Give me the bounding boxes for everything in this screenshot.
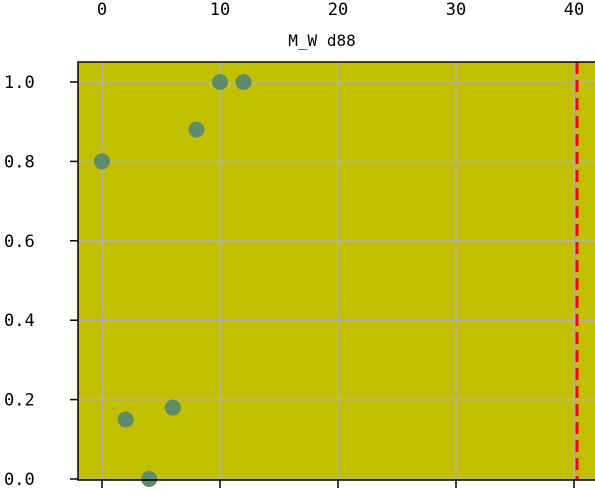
data-point bbox=[235, 74, 252, 90]
data-point bbox=[188, 121, 205, 138]
plot-frame bbox=[77, 61, 595, 481]
x-axis-title: M_W d88 bbox=[288, 31, 355, 50]
y-tick-label: 0.8 bbox=[4, 152, 35, 172]
y-tick-label: 0.4 bbox=[4, 311, 35, 331]
y-tick-label: 1.0 bbox=[4, 73, 35, 93]
grid-lines bbox=[78, 62, 595, 480]
y-tick-label: 0.0 bbox=[4, 470, 35, 490]
plot-background bbox=[78, 62, 595, 480]
y-tick-label: 0.2 bbox=[4, 391, 35, 411]
data-point bbox=[141, 471, 158, 487]
data-point bbox=[117, 411, 134, 428]
data-point bbox=[94, 153, 110, 170]
x-tick-label: 40 bbox=[564, 0, 584, 20]
x-tick-label: 10 bbox=[210, 0, 230, 20]
data-point bbox=[212, 74, 228, 90]
data-points bbox=[94, 74, 252, 487]
x-tick-label: 20 bbox=[328, 0, 348, 20]
x-tick-label: 0 bbox=[97, 0, 107, 20]
y-tick-label: 0.6 bbox=[4, 232, 35, 252]
data-point bbox=[164, 399, 181, 416]
x-tick-label: 30 bbox=[446, 0, 466, 20]
y-axis-ticks: 0.0 0.2 0.4 0.6 0.8 1.0 bbox=[4, 73, 78, 490]
x-axis-ticks: 0 10 20 30 40 bbox=[97, 0, 584, 488]
